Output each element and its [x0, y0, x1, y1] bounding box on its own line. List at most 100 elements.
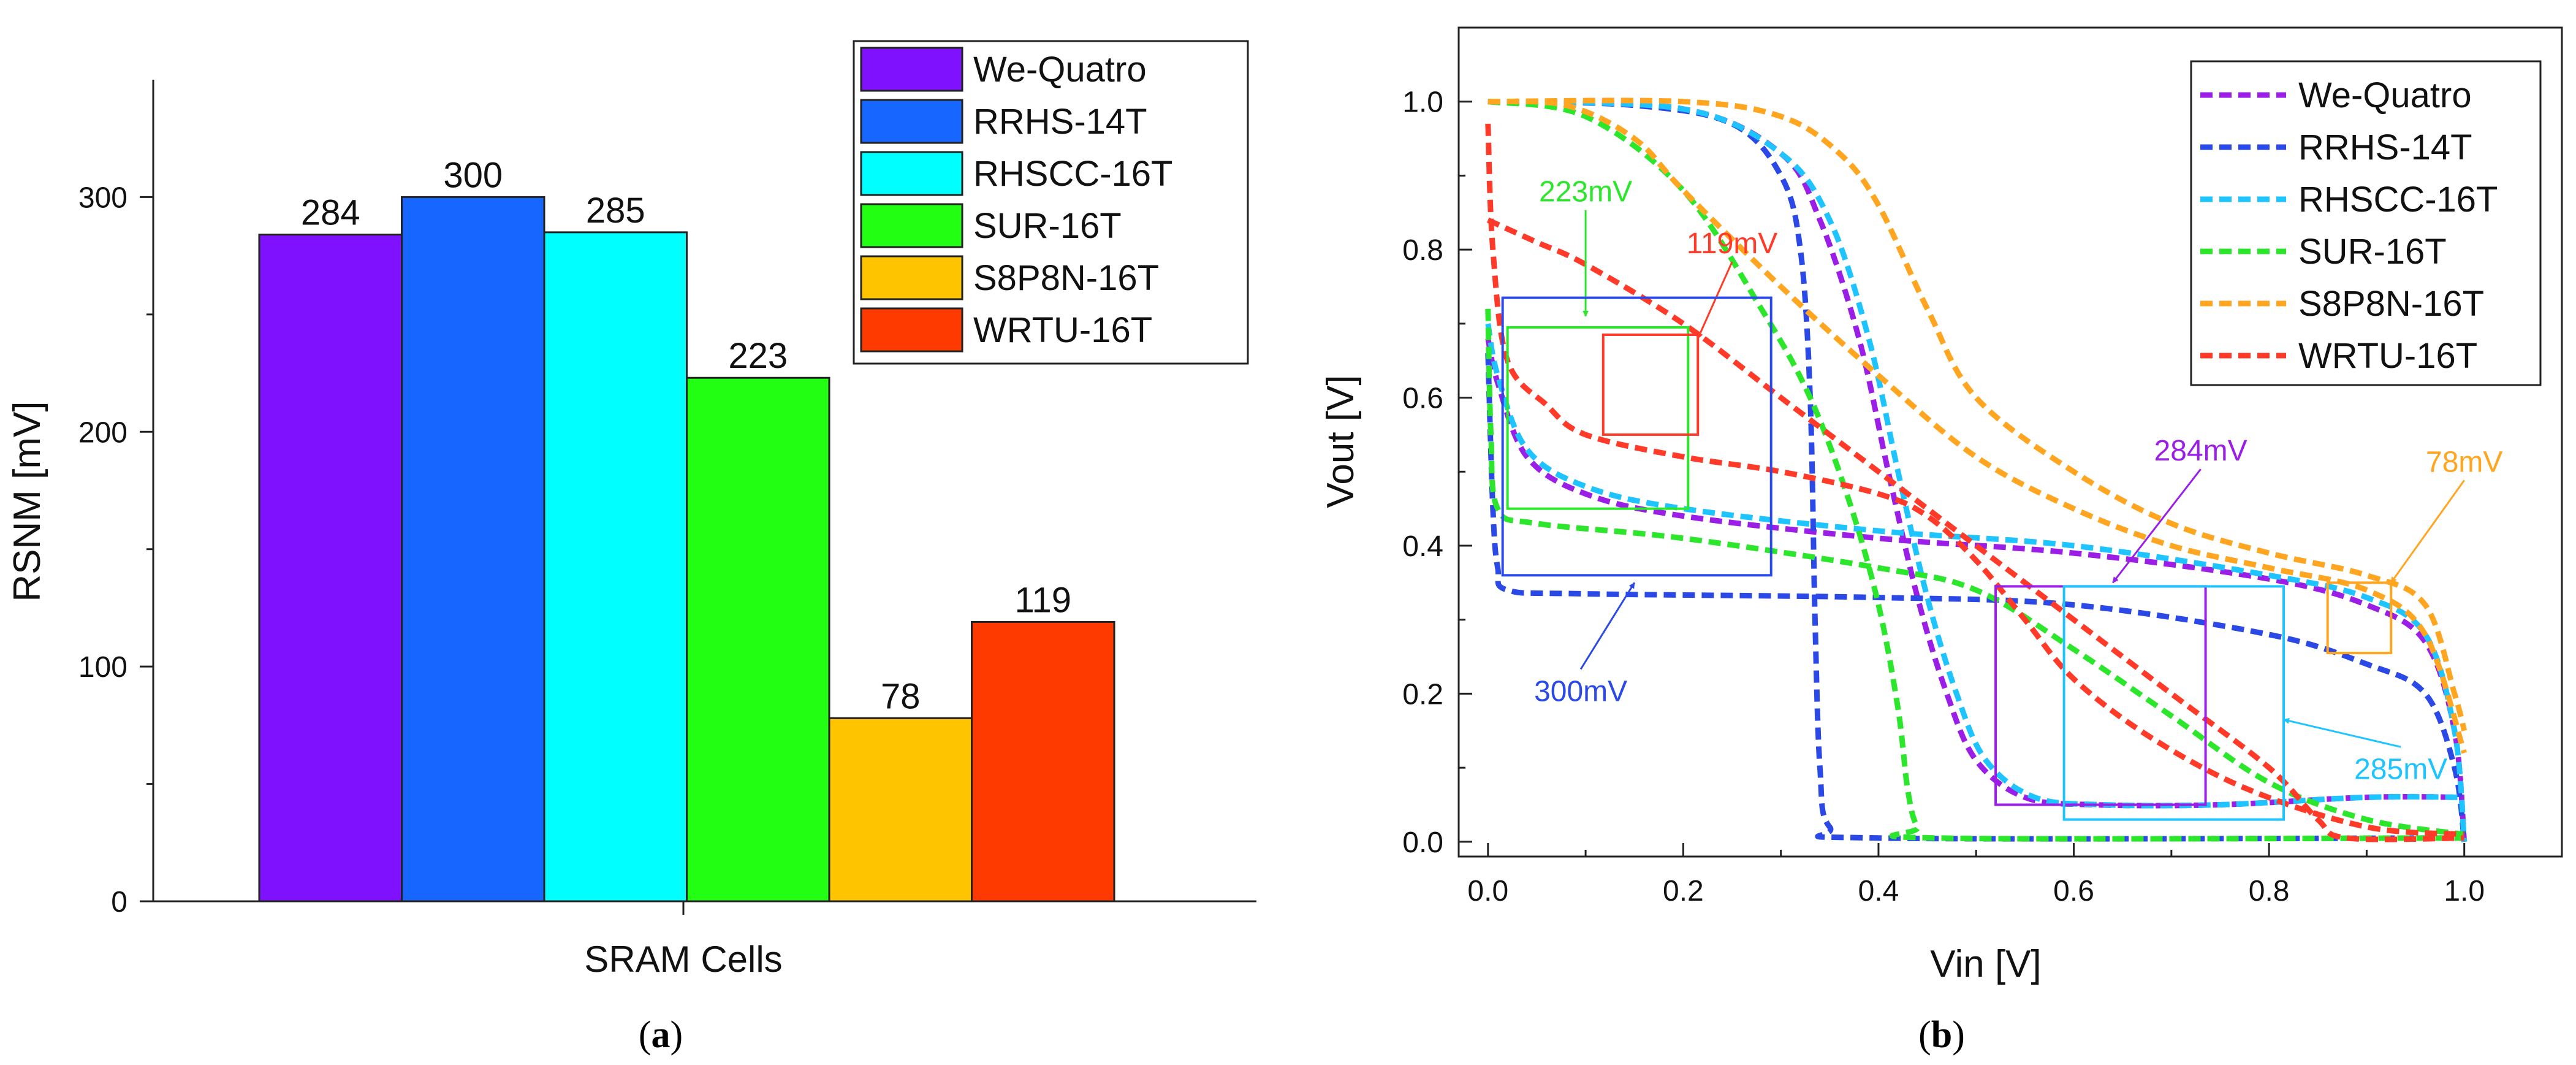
- panel-b-label: (b): [1918, 1014, 1965, 1056]
- snm-label-78mv: 78mV: [2426, 446, 2502, 478]
- vtc-curve-sur-16t-forward: [1487, 99, 2464, 842]
- vtc-curves: [1485, 97, 2468, 842]
- bar-value-label-rrhs-14t: 300: [443, 155, 503, 195]
- snm-annotation-119mv: 119mV: [1601, 227, 1778, 436]
- snm-annotation-285mv: 285mV: [2062, 585, 2447, 821]
- vtc-curve-wrtu-16t-forward: [1486, 217, 2464, 842]
- vtc-curve-s8p8n-16t-reverse: [1487, 98, 2467, 754]
- vtc-legend-label-we-quatro: We-Quatro: [2298, 75, 2472, 115]
- snm-arrow-284mv: [2112, 468, 2202, 584]
- bar-value-label-rhscc-16t: 285: [586, 191, 645, 231]
- bar-y-tick-label: 200: [78, 416, 127, 449]
- bar-x-axis-title: SRAM Cells: [584, 939, 782, 980]
- vtc-legend-label-wrtu-16t: WRTU-16T: [2298, 336, 2477, 376]
- vtc-curve-rhscc-16t-reverse: [1485, 323, 2468, 842]
- vtc-butterfly-chart: 0.0 0.2 0.4 0.6 0.8 1.0 0.0 0.2 0.4 0.6 0.8 1.0 223…: [1320, 26, 2563, 1056]
- snm-arrow-119mv: [1696, 261, 1733, 339]
- panel-a-label: (a): [639, 1014, 683, 1056]
- bar-value-labels: 284 300 285 223 78 119: [301, 155, 1071, 716]
- bar-value-label-wrtu-16t: 119: [1015, 580, 1071, 620]
- bar-we-quatro: [258, 234, 403, 903]
- bar-legend-swatch-we-quatro: [860, 47, 963, 92]
- snm-label-300mv: 300mV: [1534, 676, 1627, 708]
- vtc-legend-label-s8p8n-16t: S8P8N-16T: [2298, 284, 2484, 324]
- bar-legend-label-s8p8n-16t: S8P8N-16T: [973, 258, 1159, 298]
- vtc-legend-label-sur-16t: SUR-16T: [2298, 232, 2447, 272]
- vtc-x-tick-label: 1.0: [2444, 875, 2485, 907]
- bar-axes: [152, 80, 1256, 915]
- vtc-legend-label-rhscc-16t: RHSCC-16T: [2298, 180, 2498, 219]
- vtc-x-tick-label: 0.6: [2053, 875, 2094, 907]
- bar-sur-16t: [686, 376, 830, 903]
- bar-y-axis-title: RSNM [mV]: [6, 401, 48, 601]
- vtc-series-sur-16t: [1485, 99, 2465, 842]
- bar-s8p8n-16t: [828, 717, 973, 903]
- vtc-curve-s8p8n-16t-forward: [1487, 97, 2468, 731]
- bar-legend-label-wrtu-16t: WRTU-16T: [973, 310, 1152, 350]
- snm-box-119mv: [1601, 333, 1700, 436]
- bar-legend-swatch-rhscc-16t: [860, 151, 963, 196]
- vtc-axes: 0.0 0.2 0.4 0.6 0.8 1.0 0.0 0.2 0.4 0.6 0.8 1.0: [1402, 26, 2563, 907]
- bar-legend-swatch-sur-16t: [860, 203, 963, 248]
- vtc-curve-sur-16t-reverse: [1485, 308, 2465, 838]
- vtc-curve-rrhs-14t-reverse: [1485, 353, 2468, 842]
- snm-arrow-78mv: [2390, 479, 2465, 584]
- bar-legend-label-rhscc-16t: RHSCC-16T: [973, 154, 1173, 194]
- vtc-y-tick-label: 0.4: [1402, 530, 1443, 563]
- vtc-y-tick-label: 0.8: [1402, 234, 1443, 267]
- vtc-y-tick-label: 0.2: [1402, 678, 1443, 711]
- bar-legend-swatch-rrhs-14t: [860, 99, 963, 144]
- vtc-y-tick-label: 1.0: [1402, 86, 1443, 119]
- vtc-legend-frame: [2190, 60, 2542, 386]
- bar-wrtu-16t: [971, 620, 1115, 903]
- bar-y-tick-label: 0: [111, 886, 127, 918]
- vtc-series-wrtu-16t: [1485, 123, 2465, 842]
- vtc-legend: We-Quatro RRHS-14T RHSCC-16T SUR-16T S8P8N-1…: [2190, 60, 2542, 386]
- vtc-curve-rhscc-16t-forward: [1487, 99, 2464, 809]
- bar-value-label-sur-16t: 223: [728, 336, 788, 376]
- bar-y-tick-label: 300: [78, 181, 127, 214]
- vtc-x-tick-label: 0.4: [1858, 875, 1899, 907]
- bar-y-tick-label: 100: [78, 651, 127, 684]
- bar-series: [258, 196, 1115, 903]
- bar-legend: We-Quatro RRHS-14T RHSCC-16T SUR-16T S8P8N-1…: [853, 40, 1249, 365]
- snm-box-78mv: [2326, 581, 2393, 655]
- vtc-y-tick-label: 0.6: [1402, 383, 1443, 415]
- bar-legend-label-rrhs-14t: RRHS-14T: [973, 102, 1147, 142]
- bar-value-label-we-quatro: 284: [301, 193, 360, 233]
- bar-legend-swatch-s8p8n-16t: [860, 255, 963, 300]
- bar-legend-label-sur-16t: SUR-16T: [973, 206, 1122, 246]
- vtc-legend-label-rrhs-14t: RRHS-14T: [2298, 128, 2472, 167]
- snm-label-223mv: 223mV: [1539, 176, 1632, 208]
- snm-label-284mv: 284mV: [2154, 435, 2247, 467]
- vtc-x-tick-label: 0.8: [2249, 875, 2290, 907]
- snm-box-285mv: [2062, 585, 2285, 821]
- snm-box-300mv: [1501, 296, 1772, 577]
- bar-legend-swatch-wrtu-16t: [860, 307, 963, 353]
- vtc-x-axis-title: Vin [V]: [1930, 943, 2042, 985]
- vtc-curve-wrtu-16t-reverse: [1485, 123, 2465, 838]
- vtc-y-axis-title: Vout [V]: [1320, 375, 1362, 508]
- vtc-x-tick-label: 0.0: [1467, 875, 1508, 907]
- vtc-series-s8p8n-16t: [1487, 97, 2468, 754]
- snm-label-285mv: 285mV: [2354, 753, 2447, 785]
- snm-box-223mv: [1506, 326, 1690, 510]
- snm-annotation-78mv: 78mV: [2326, 446, 2502, 655]
- bar-legend-label-we-quatro: We-Quatro: [973, 50, 1147, 90]
- vtc-series-rhscc-16t: [1485, 99, 2468, 842]
- bar-value-label-s8p8n-16t: 78: [881, 676, 921, 716]
- vtc-y-tick-label: 0.0: [1402, 826, 1443, 859]
- snm-arrow-300mv: [1579, 582, 1636, 670]
- bar-rhscc-16t: [543, 231, 688, 903]
- bar-y-ticks: 0 100 200 300: [78, 181, 153, 918]
- snm-arrow-285mv: [2283, 717, 2401, 748]
- snm-annotation-300mv: 300mV: [1501, 296, 1772, 708]
- vtc-plot-frame: [1457, 26, 2563, 858]
- snm-annotation-223mv: 223mV: [1506, 176, 1690, 510]
- vtc-x-tick-label: 0.2: [1663, 875, 1704, 907]
- bar-rrhs-14t: [401, 196, 545, 903]
- snm-annotations: 223mV 119mV 300mV 284mV 285mV 78mV: [1501, 176, 2502, 821]
- snm-label-119mv: 119mV: [1687, 227, 1778, 260]
